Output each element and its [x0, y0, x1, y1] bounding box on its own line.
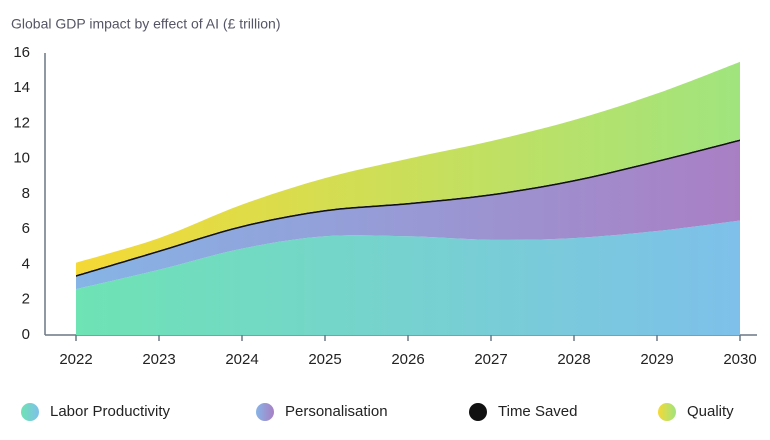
legend-marker — [256, 403, 274, 421]
y-tick-label: 8 — [22, 185, 30, 202]
x-tick-label: 2027 — [474, 351, 507, 368]
legend-marker — [469, 403, 487, 421]
y-tick-label: 4 — [22, 255, 30, 272]
y-tick-label: 2 — [22, 291, 30, 308]
x-tick-label: 2028 — [557, 351, 590, 368]
x-tick-label: 2025 — [308, 351, 341, 368]
legend-marker — [21, 403, 39, 421]
legend-marker — [658, 403, 676, 421]
y-tick-label: 14 — [13, 79, 30, 96]
x-tick-label: 2029 — [640, 351, 673, 368]
x-tick-label: 2026 — [391, 351, 424, 368]
area — [76, 61, 740, 276]
legend-label: Personalisation — [285, 403, 388, 420]
x-tick-label: 2022 — [59, 351, 92, 368]
y-tick-label: 10 — [13, 150, 30, 167]
x-tick-label: 2024 — [225, 351, 258, 368]
legend-label: Time Saved — [498, 403, 577, 420]
area — [76, 220, 740, 335]
y-tick-label: 16 — [13, 44, 30, 61]
y-tick-label: 0 — [22, 326, 30, 343]
y-tick-label: 12 — [13, 114, 30, 131]
chart-title: Global GDP impact by effect of AI (£ tri… — [11, 16, 281, 32]
legend-label: Quality — [687, 403, 734, 420]
y-tick-label: 6 — [22, 220, 30, 237]
area — [76, 141, 740, 290]
x-tick-label: 2030 — [723, 351, 756, 368]
x-tick-label: 2023 — [142, 351, 175, 368]
legend-label: Labor Productivity — [50, 403, 171, 420]
